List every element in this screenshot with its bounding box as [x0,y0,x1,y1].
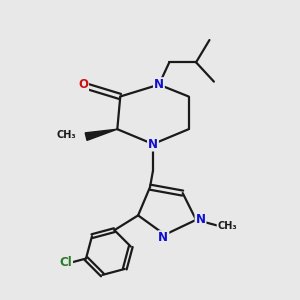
Text: N: N [158,231,168,244]
Text: CH₃: CH₃ [56,130,76,140]
Text: Cl: Cl [59,256,72,269]
Text: N: N [148,138,158,151]
Text: O: O [78,78,88,91]
Text: N: N [196,213,206,226]
Text: CH₃: CH₃ [218,221,237,231]
Polygon shape [85,129,117,140]
Text: N: N [154,78,164,91]
